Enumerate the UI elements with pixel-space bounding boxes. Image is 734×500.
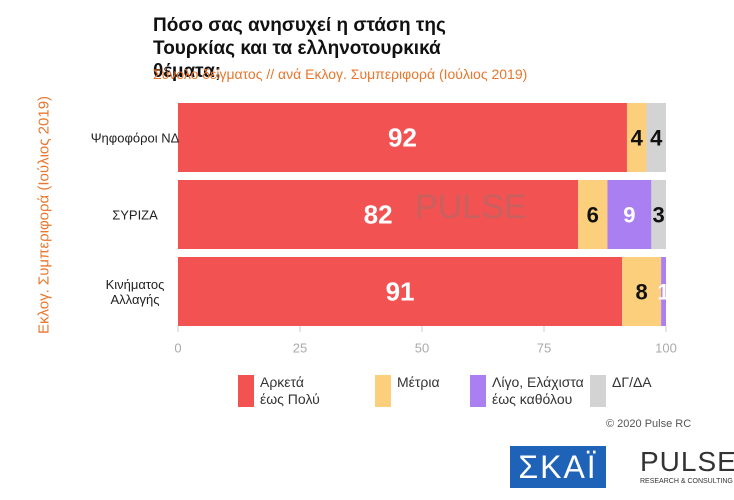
legend-swatch <box>590 375 606 407</box>
value-label: 9 <box>623 202 635 227</box>
value-label: 4 <box>650 125 663 150</box>
bar-segment <box>607 180 652 249</box>
bar-segment <box>626 103 647 172</box>
legend-swatch <box>238 375 254 407</box>
bar-segment <box>578 180 608 249</box>
value-label: 92 <box>388 122 417 152</box>
legend-swatch <box>375 375 391 407</box>
legend-label: Αρκετά έως Πολύ <box>260 374 320 407</box>
value-label: 4 <box>631 125 644 150</box>
x-tick-label: 75 <box>537 340 551 355</box>
legend-label: Μέτρια <box>397 374 440 390</box>
legend-swatch <box>470 375 486 407</box>
bar-segment <box>178 257 623 326</box>
bar-segment <box>651 180 666 249</box>
bar-segment <box>622 257 662 326</box>
category-label: ΣΥΡΙΖΑ <box>112 207 158 222</box>
pulse-tagline: RESEARCH & CONSULTING <box>640 478 733 485</box>
x-tick-label: 50 <box>415 340 429 355</box>
value-label: 82 <box>364 199 393 229</box>
copyright: © 2020 Pulse RC <box>606 418 692 430</box>
bar-segment <box>178 103 627 172</box>
value-label: 91 <box>386 276 415 306</box>
skai-logo: ΣΚΑΪ <box>510 446 606 488</box>
x-tick-label: 0 <box>174 340 181 355</box>
pulse-logo: PULSE <box>640 446 734 477</box>
watermark: PULSE <box>415 188 527 226</box>
chart-title: Πόσο σας ανησυχεί η στάση της Τουρκίας κ… <box>153 15 446 82</box>
value-label: 8 <box>635 279 647 304</box>
category-label: Κινήματος Αλλαγής <box>105 276 165 307</box>
legend-label: Λίγο, Ελάχιστα έως καθόλου <box>492 374 584 407</box>
value-label: 6 <box>587 202 599 227</box>
bar-segment <box>661 257 666 326</box>
bar-segment <box>178 180 579 249</box>
x-tick-label: 100 <box>655 340 677 355</box>
legend-label: ΔΓ/ΔΑ <box>612 374 652 390</box>
value-label: 1 <box>657 279 669 304</box>
x-tick-label: 25 <box>293 340 307 355</box>
value-label: 3 <box>653 202 665 227</box>
category-label: Ψηφοφόροι ΝΔ <box>90 130 180 145</box>
bar-segment <box>646 103 666 172</box>
chart-subtitle: Σύνολο δείγματος // ανά Εκλογ. Συμπεριφο… <box>153 66 528 82</box>
